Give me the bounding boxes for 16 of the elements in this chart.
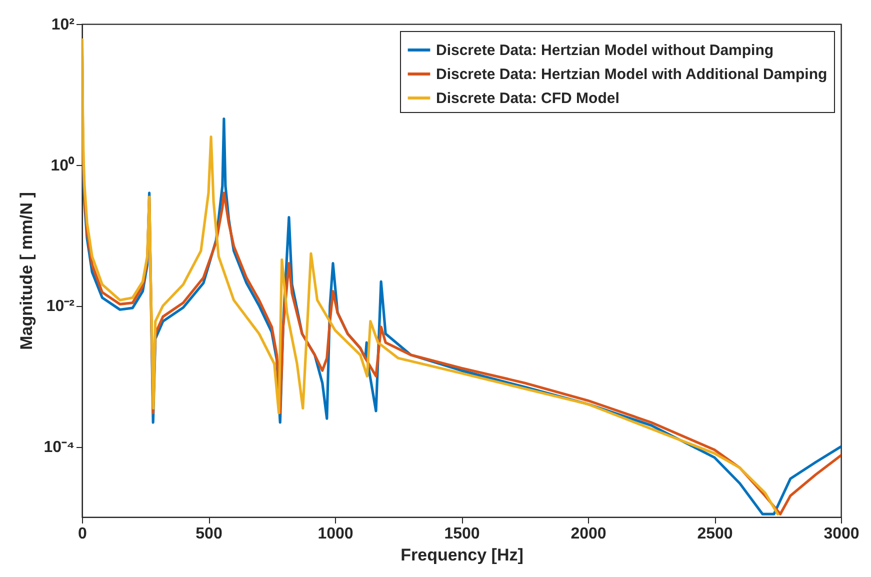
y-tick-label: 10⁻⁴ — [44, 439, 75, 456]
x-tick-label: 1500 — [444, 526, 480, 542]
x-tick-label: 3000 — [824, 526, 860, 542]
x-tick-label: 2500 — [697, 526, 733, 542]
x-tick-label: 2000 — [570, 526, 606, 542]
legend-label: Discrete Data: Hertzian Model without Damping — [436, 42, 774, 59]
y-tick-label: 10⁰ — [50, 156, 74, 174]
y-tick-label: 10² — [51, 16, 74, 34]
x-axis-title: Frequency [Hz] — [400, 546, 524, 564]
y-tick-label: 10⁻² — [46, 298, 74, 316]
x-tick-label: 0 — [78, 526, 88, 542]
y-axis-title: Magnitude [ mm/N ] — [16, 192, 36, 350]
legend-label: Discrete Data: Hertzian Model with Additional Damping — [436, 66, 828, 83]
legend-label: Discrete Data: CFD Model — [436, 90, 620, 107]
x-tick-label: 1000 — [318, 526, 354, 542]
x-tick-label: 500 — [196, 526, 222, 542]
